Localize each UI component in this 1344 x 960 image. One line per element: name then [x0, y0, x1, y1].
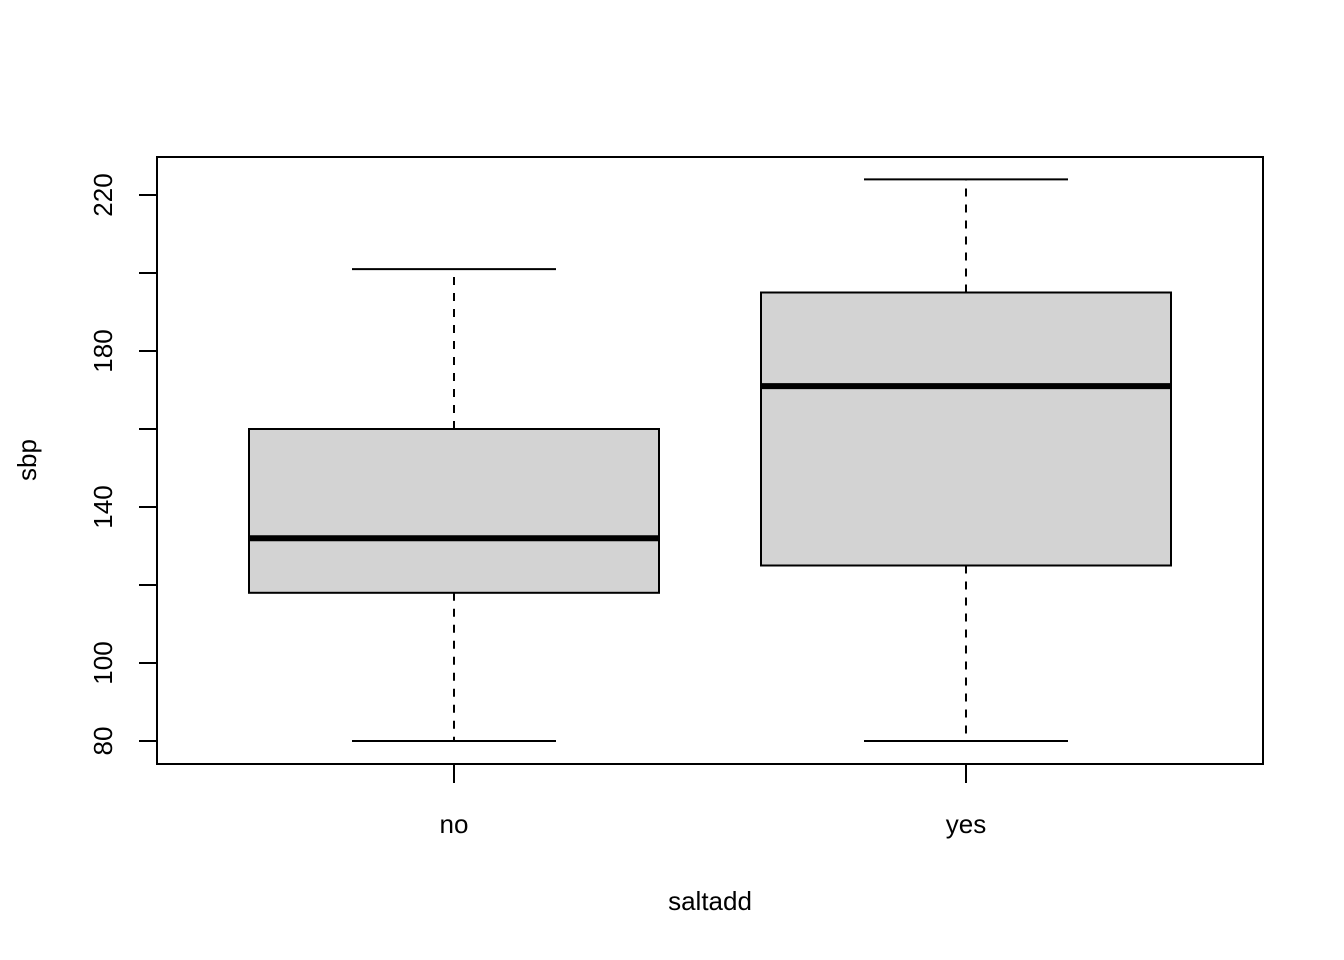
x-axis-title: saltadd	[668, 886, 752, 916]
box-iqr	[248, 428, 660, 594]
box-yes	[760, 178, 1172, 742]
box-no	[248, 268, 660, 742]
y-tick-label: 80	[88, 727, 118, 756]
x-tick-label: yes	[946, 809, 986, 839]
y-axis: 80 100 140 180 220	[88, 173, 158, 756]
y-tick-label: 180	[88, 329, 118, 372]
y-tick-label: 140	[88, 485, 118, 528]
box-iqr	[760, 291, 1172, 567]
x-tick-label: no	[440, 809, 469, 839]
y-tick-label: 100	[88, 641, 118, 684]
box-group	[248, 178, 1172, 742]
y-tick-label: 220	[88, 173, 118, 216]
x-axis: no yes	[440, 764, 986, 839]
y-axis-title: sbp	[12, 439, 42, 481]
